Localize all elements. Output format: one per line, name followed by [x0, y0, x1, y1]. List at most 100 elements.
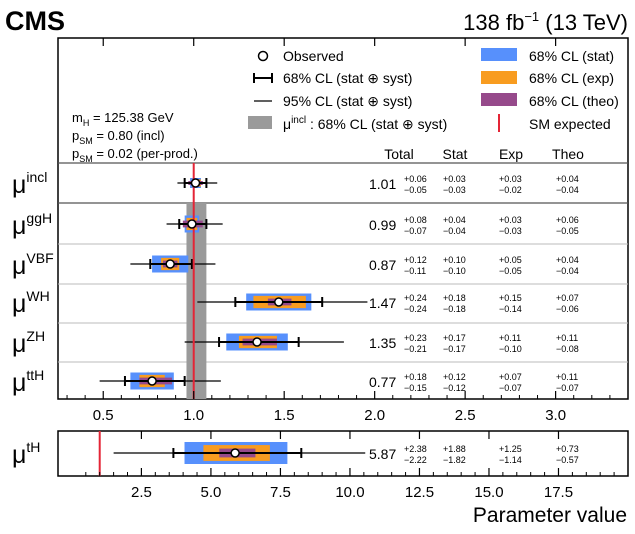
x-tick-label-main: 1.5	[274, 407, 295, 424]
stat-up-ZH: +0.17	[443, 333, 466, 343]
exp-down-tH: −1.14	[499, 455, 522, 465]
exp-down-incl: −0.02	[499, 185, 522, 195]
theo-down-ZH: −0.08	[556, 344, 579, 354]
legend-theo-swatch	[481, 93, 517, 106]
x-tick-label-bottom: 17.5	[544, 484, 573, 501]
psm-incl-label: pSM = 0.80 (incl)	[72, 128, 165, 146]
theo-down-ggH: −0.05	[556, 226, 579, 236]
exp-down-ggH: −0.03	[499, 226, 522, 236]
row-label-tH: μtH	[12, 439, 40, 469]
legend-exp-swatch	[481, 71, 517, 84]
legend-incl-band-label: μincl : 68% CL (stat ⊕ syst)	[283, 115, 447, 132]
column-header-theo: Theo	[552, 146, 584, 162]
total-up-ZH: +0.23	[404, 333, 427, 343]
stat-down-ggH: −0.04	[443, 226, 466, 236]
legend: Observed 68% CL (stat ⊕ syst) 95% CL (st…	[248, 48, 619, 132]
total-down-WH: −0.24	[404, 304, 427, 314]
theo-down-WH: −0.06	[556, 304, 579, 314]
total-value-ZH: 1.35	[369, 335, 396, 351]
total-up-incl: +0.06	[404, 174, 427, 184]
stat-down-incl: −0.03	[443, 185, 466, 195]
observed-point-tH	[230, 448, 240, 458]
stat-up-incl: +0.03	[443, 174, 466, 184]
stat-down-ttH: −0.12	[443, 383, 466, 393]
x-tick-label-main: 3.0	[545, 407, 566, 424]
exp-up-tH: +1.25	[499, 444, 522, 454]
row-label-ttH: μttH	[12, 367, 44, 397]
total-value-VBF: 0.87	[369, 257, 396, 273]
observed-point-VBF	[165, 259, 175, 269]
total-down-ZH: −0.21	[404, 344, 427, 354]
exp-down-ttH: −0.07	[499, 383, 522, 393]
legend-cl95-label: 95% CL (stat ⊕ syst)	[283, 93, 412, 109]
total-value-WH: 1.47	[369, 295, 396, 311]
x-tick-label-main: 2.5	[455, 407, 476, 424]
row-label-VBF: μVBF	[12, 250, 54, 280]
total-down-incl: −0.05	[404, 185, 427, 195]
theo-up-tH: +0.73	[556, 444, 579, 454]
stat-down-VBF: −0.10	[443, 266, 466, 276]
total-up-tH: +2.38	[404, 444, 427, 454]
x-tick-label-bottom: 10.0	[335, 484, 364, 501]
stat-up-VBF: +0.10	[443, 255, 466, 265]
theo-up-ggH: +0.06	[556, 215, 579, 225]
legend-stat-swatch	[481, 48, 517, 61]
stat-up-ggH: +0.04	[443, 215, 466, 225]
exp-up-WH: +0.15	[499, 293, 522, 303]
observed-point-ggH	[187, 219, 197, 229]
stat-down-tH: −1.82	[443, 455, 466, 465]
column-header-exp: Exp	[499, 146, 523, 162]
theo-up-incl: +0.04	[556, 174, 579, 184]
row-label-incl: μincl	[12, 169, 47, 199]
stat-up-tH: +1.88	[443, 444, 466, 454]
theo-down-tH: −0.57	[556, 455, 579, 465]
row-label-ZH: μZH	[12, 328, 45, 358]
x-tick-label-bottom: 7.5	[270, 484, 291, 501]
total-down-ttH: −0.15	[404, 383, 427, 393]
bottom-panel-frame	[57, 430, 629, 477]
experiment-label: CMS	[5, 6, 65, 36]
theo-up-VBF: +0.04	[556, 255, 579, 265]
observed-point-WH	[274, 297, 284, 307]
exp-up-ttH: +0.07	[499, 372, 522, 382]
theo-down-VBF: −0.04	[556, 266, 579, 276]
x-tick-label-main: 0.5	[93, 407, 114, 424]
row-label-WH: μWH	[12, 288, 50, 318]
x-tick-label-bottom: 5.0	[200, 484, 221, 501]
legend-sm-label: SM expected	[529, 116, 611, 132]
legend-stat-label: 68% CL (stat)	[529, 48, 614, 64]
exp-down-WH: −0.14	[499, 304, 522, 314]
theo-down-incl: −0.04	[556, 185, 579, 195]
exp-up-incl: +0.03	[499, 174, 522, 184]
theo-up-WH: +0.07	[556, 293, 579, 303]
stat-up-WH: +0.18	[443, 293, 466, 303]
legend-theo-label: 68% CL (theo)	[529, 93, 619, 109]
column-header-total: Total	[384, 146, 414, 162]
main-panel-frame	[57, 37, 629, 400]
total-up-VBF: +0.12	[404, 255, 427, 265]
observed-point-ttH	[147, 376, 157, 386]
theo-up-ttH: +0.11	[556, 372, 578, 382]
x-tick-label-main: 2.0	[364, 407, 385, 424]
observed-point-ZH	[252, 337, 262, 347]
total-value-tH: 5.87	[369, 446, 396, 462]
total-up-WH: +0.24	[404, 293, 427, 303]
legend-cl68-label: 68% CL (stat ⊕ syst)	[283, 70, 412, 86]
observed-point-incl	[190, 178, 201, 188]
exp-down-ZH: −0.10	[499, 344, 522, 354]
total-value-ttH: 0.77	[369, 374, 396, 390]
psm-prod-label: pSM = 0.02 (per-prod.)	[72, 146, 198, 164]
x-axis-title: Parameter value	[473, 504, 627, 527]
total-value-ggH: 0.99	[369, 217, 396, 233]
stat-down-ZH: −0.17	[443, 344, 466, 354]
total-up-ggH: +0.08	[404, 215, 427, 225]
exp-up-VBF: +0.05	[499, 255, 522, 265]
stat-down-WH: −0.18	[443, 304, 466, 314]
main-plot-area: 1.01 +0.06−0.05+0.03−0.03+0.03−0.02+0.04−…	[12, 38, 611, 424]
total-down-VBF: −0.11	[404, 266, 426, 276]
x-tick-label-bottom: 15.0	[474, 484, 503, 501]
legend-exp-label: 68% CL (exp)	[529, 70, 614, 86]
x-tick-label-bottom: 12.5	[405, 484, 434, 501]
legend-observed-label: Observed	[283, 48, 344, 64]
